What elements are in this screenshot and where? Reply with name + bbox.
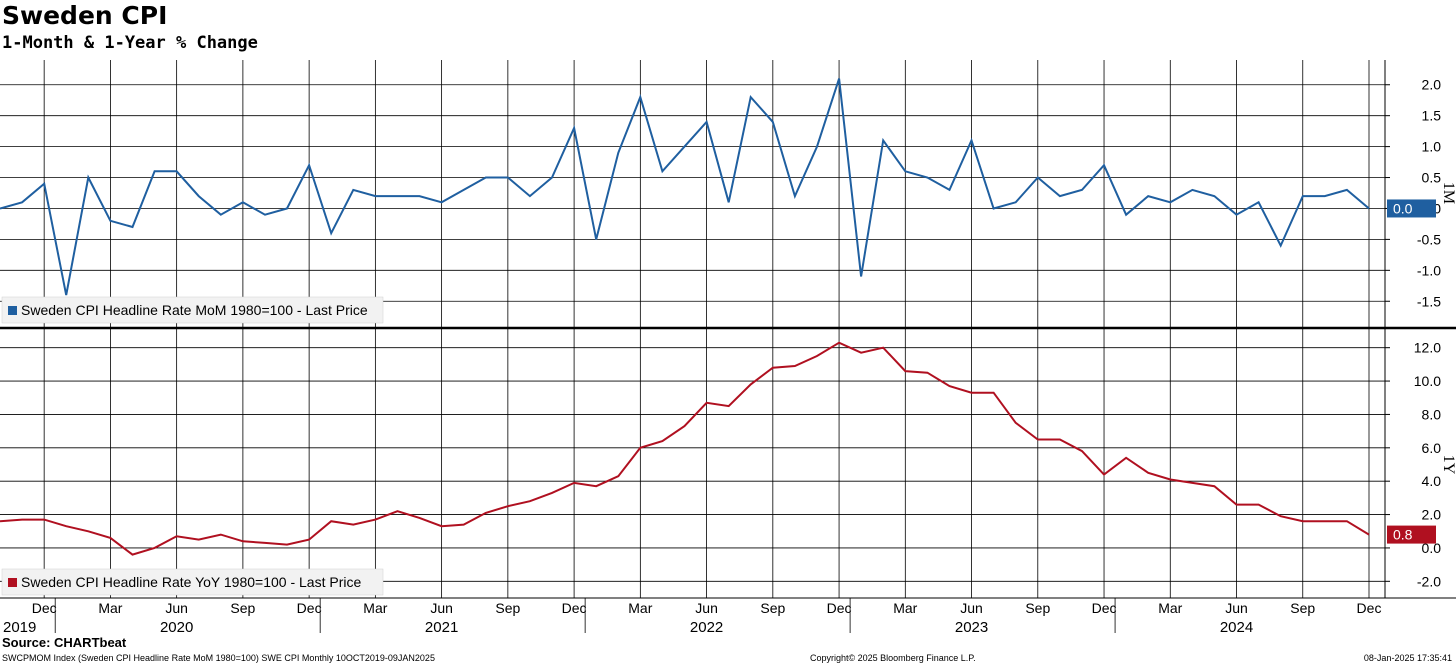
x-month-label: Dec [562, 600, 587, 616]
yoy-ytick-label: 0.0 [1422, 540, 1442, 556]
mom-axis-label: 1M [1440, 182, 1456, 204]
x-year-label: 2024 [1220, 619, 1253, 636]
chart-title: Sweden CPI [2, 1, 168, 30]
x-month-label: Sep [495, 600, 520, 616]
x-month-label: Jun [165, 600, 188, 616]
x-month-label: Sep [1290, 600, 1315, 616]
yoy-ytick-label: 4.0 [1422, 473, 1442, 489]
x-month-label: Mar [628, 600, 652, 616]
copyright: Copyright© 2025 Bloomberg Finance L.P. [810, 653, 976, 663]
yoy-ytick-label: 10.0 [1414, 373, 1441, 389]
ticker-info: SWCPMOM Index (Sweden CPI Headline Rate … [2, 653, 435, 663]
x-month-label: Dec [32, 600, 57, 616]
mom-ytick-label: -1.0 [1417, 262, 1441, 278]
yoy-ytick-label: 6.0 [1422, 440, 1442, 456]
x-month-label: Mar [98, 600, 122, 616]
x-month-label: Jun [960, 600, 983, 616]
x-month-label: Sep [1025, 600, 1050, 616]
legend-layer: Sweden CPI Headline Rate MoM 1980=100 - … [1, 296, 384, 596]
mom-last-value-label: 0.0 [1393, 200, 1413, 216]
x-year-label: 2023 [955, 619, 988, 636]
mom-ytick-label: 2.0 [1422, 77, 1442, 93]
yoy-legend-label: Sweden CPI Headline Rate YoY 1980=100 - … [21, 574, 361, 590]
yoy-legend-box [1, 568, 384, 596]
timestamp: 08-Jan-2025 17:35:41 [1363, 653, 1452, 663]
mom-ytick-label: -1.5 [1417, 293, 1441, 309]
yoy-last-value-tag [1387, 525, 1436, 544]
x-month-label: Dec [1092, 600, 1117, 616]
mom-ytick-label: 0.5 [1422, 170, 1442, 186]
yoy-ytick-label: 2.0 [1422, 507, 1442, 523]
yoy-ytick-label: 8.0 [1422, 406, 1442, 422]
mom-last-value-tag [1387, 199, 1436, 218]
x-month-label: Jun [430, 600, 453, 616]
x-month-label: Sep [230, 600, 255, 616]
chart-subtitle: 1-Month & 1-Year % Change [2, 33, 258, 53]
axes-layer: 2.01.51.00.50.0-0.5-1.0-1.50.01M12.010.0… [0, 60, 1456, 636]
x-month-label: Dec [827, 600, 852, 616]
mom-ytick-label: 1.0 [1422, 139, 1442, 155]
x-month-label: Jun [1225, 600, 1248, 616]
yoy-axis-label: 1Y [1440, 455, 1456, 475]
mom-legend-box [1, 296, 384, 324]
x-year-label: 2021 [425, 619, 458, 636]
mom-series-line [0, 78, 1370, 296]
x-month-label: Sep [760, 600, 785, 616]
mom-legend-label: Sweden CPI Headline Rate MoM 1980=100 - … [21, 302, 368, 318]
yoy-ytick-label: 12.0 [1414, 340, 1441, 356]
mom-ytick-label: 1.5 [1422, 108, 1442, 124]
x-month-label: Dec [1357, 600, 1382, 616]
x-month-label: Jun [695, 600, 718, 616]
mom-ytick-label: -0.5 [1417, 231, 1441, 247]
x-month-label: Dec [297, 600, 322, 616]
yoy-ytick-label: -2.0 [1417, 573, 1441, 589]
mom-legend-swatch [8, 306, 17, 315]
x-month-label: Mar [893, 600, 917, 616]
x-year-label: 2022 [690, 619, 723, 636]
x-month-label: Mar [363, 600, 387, 616]
x-month-label: Mar [1158, 600, 1182, 616]
yoy-legend-swatch [8, 578, 17, 587]
yoy-last-value-label: 0.8 [1393, 527, 1413, 543]
yoy-series-line [0, 341, 1370, 556]
x-year-label: 2019 [3, 619, 36, 636]
source-label: Source: CHARTbeat [2, 635, 127, 650]
x-year-label: 2020 [160, 619, 193, 636]
series-layer [0, 78, 1370, 556]
